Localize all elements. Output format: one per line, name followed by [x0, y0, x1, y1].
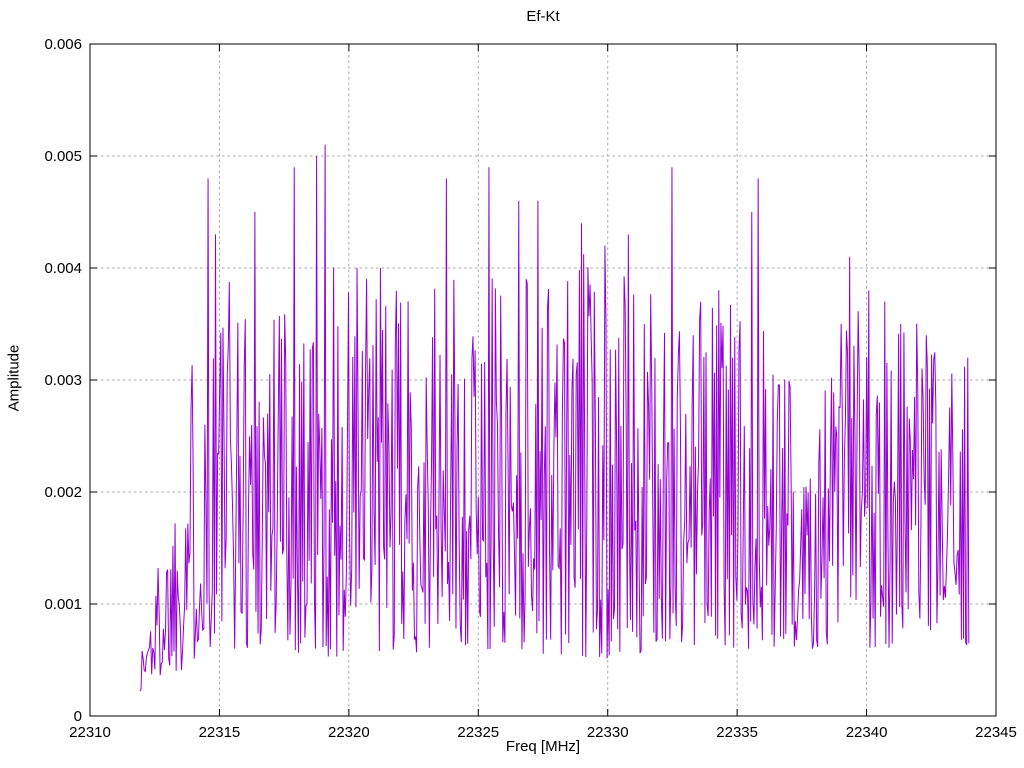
svg-text:0.004: 0.004: [44, 260, 82, 277]
svg-text:22340: 22340: [846, 724, 888, 741]
svg-text:0: 0: [74, 708, 82, 725]
tick-marks: [89, 43, 997, 717]
x-tick-labels: 22310 22315 22320 22325 22330 22335 22340 22345: [69, 724, 1017, 741]
svg-text:0.001: 0.001: [44, 596, 82, 613]
svg-text:22330: 22330: [587, 724, 629, 741]
svg-text:22325: 22325: [457, 724, 499, 741]
chart-title: Ef-Kt: [526, 8, 560, 25]
svg-text:22320: 22320: [328, 724, 370, 741]
svg-text:22335: 22335: [716, 724, 758, 741]
svg-text:22345: 22345: [975, 724, 1017, 741]
svg-text:0.005: 0.005: [44, 148, 82, 165]
svg-text:22310: 22310: [69, 724, 111, 741]
svg-text:0.003: 0.003: [44, 372, 82, 389]
x-axis-title: Freq [MHz]: [505, 738, 581, 755]
svg-text:0.002: 0.002: [44, 484, 82, 501]
svg-text:0.006: 0.006: [44, 36, 82, 53]
svg-text:22315: 22315: [199, 724, 241, 741]
spectrum-trace: [139, 144, 970, 692]
y-tick-labels: 0 0.001 0.002 0.003 0.004 0.005 0.006: [44, 36, 82, 725]
